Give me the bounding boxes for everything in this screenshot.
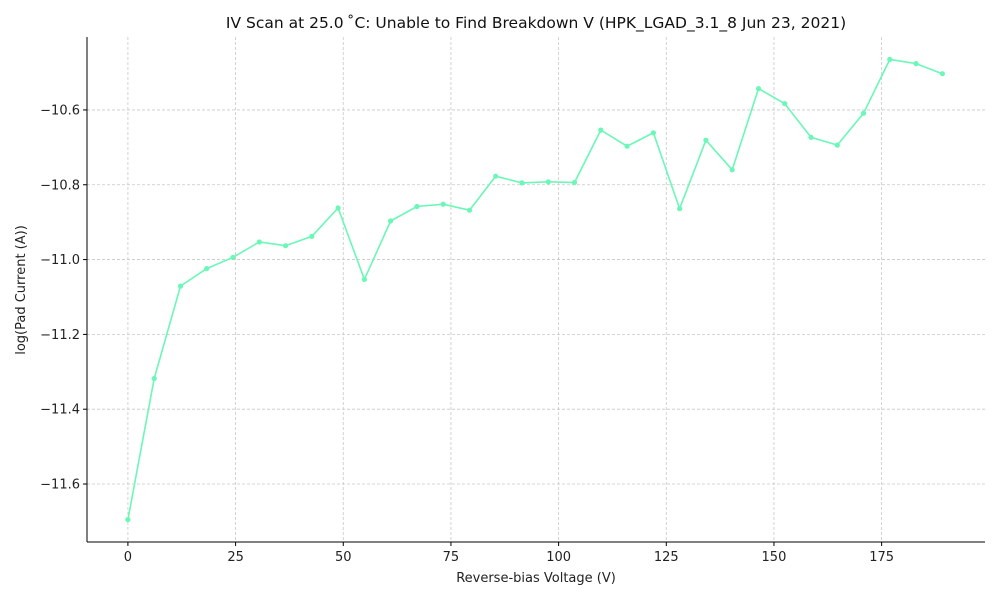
data-point <box>388 218 394 224</box>
x-tick-label: 175 <box>869 550 894 565</box>
data-point <box>230 254 236 260</box>
x-tick-label: 0 <box>124 550 132 565</box>
x-axis-label: Reverse-bias Voltage (V) <box>456 571 616 586</box>
x-tick-label: 75 <box>443 550 460 565</box>
data-point <box>834 142 840 148</box>
x-tick-label: 100 <box>546 550 571 565</box>
data-point <box>729 167 735 173</box>
data-point <box>125 517 131 523</box>
data-point <box>782 101 788 107</box>
data-point <box>466 207 473 213</box>
data-point <box>256 239 262 245</box>
series-line <box>127 58 943 520</box>
data-point <box>913 61 919 67</box>
data-point <box>939 71 946 77</box>
y-tick-label: −10.8 <box>40 178 80 193</box>
data-point <box>151 375 157 382</box>
data-point <box>519 180 525 186</box>
axes <box>86 37 985 543</box>
data-point <box>703 137 709 143</box>
y-tick-label: −11.0 <box>40 253 80 268</box>
ticks: 0 25 50 75 100 125 150 175 −11.6 −11.4 −11.2 −11.0 −… <box>40 103 894 565</box>
data-point <box>650 130 657 136</box>
x-tick-label: 125 <box>654 550 679 565</box>
data-points <box>125 56 946 523</box>
chart-title: IV Scan at 25.0 ˚C: Unable to Find Break… <box>226 14 846 33</box>
y-tick-label: −10.6 <box>40 103 80 118</box>
y-tick-label: −11.6 <box>40 478 80 493</box>
x-tick-label: 25 <box>227 550 244 565</box>
data-point <box>335 205 341 211</box>
data-point <box>887 56 893 63</box>
data-point <box>624 143 630 149</box>
x-tick-label: 50 <box>335 550 352 565</box>
data-point <box>808 134 814 140</box>
data-point <box>860 110 867 116</box>
data-point <box>177 283 184 289</box>
data-point <box>361 276 367 282</box>
y-axis-label: log(Pad Current (A)) <box>14 225 29 355</box>
data-point <box>598 127 604 133</box>
y-tick-label: −11.4 <box>40 403 80 418</box>
y-tick-label: −11.2 <box>40 328 80 343</box>
series <box>127 58 943 520</box>
data-point <box>440 201 446 207</box>
data-point <box>571 179 578 186</box>
data-point <box>283 243 289 249</box>
data-point <box>677 206 683 212</box>
data-point <box>414 203 420 210</box>
x-tick-label: 150 <box>762 550 787 565</box>
data-point <box>755 86 762 92</box>
data-point <box>204 266 210 272</box>
data-point <box>545 179 551 185</box>
grid <box>87 37 985 542</box>
data-point <box>493 173 499 179</box>
data-point <box>309 233 315 239</box>
